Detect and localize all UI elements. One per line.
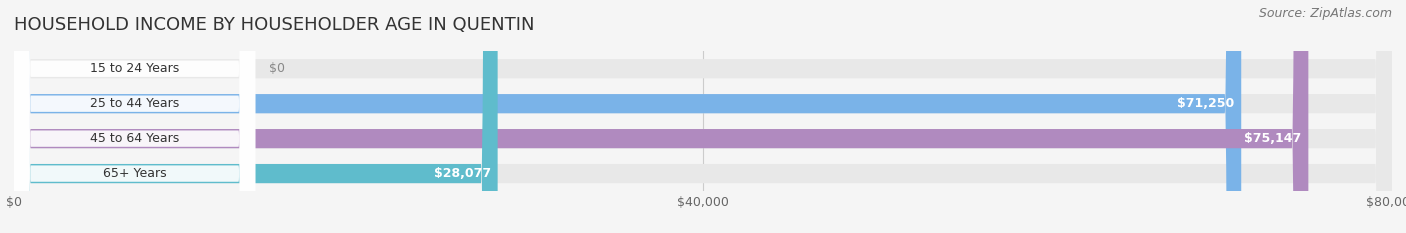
- FancyBboxPatch shape: [14, 0, 498, 233]
- FancyBboxPatch shape: [14, 0, 256, 233]
- Text: 15 to 24 Years: 15 to 24 Years: [90, 62, 179, 75]
- FancyBboxPatch shape: [14, 0, 256, 233]
- FancyBboxPatch shape: [14, 0, 1392, 233]
- Text: $71,250: $71,250: [1177, 97, 1234, 110]
- FancyBboxPatch shape: [14, 0, 256, 233]
- FancyBboxPatch shape: [14, 0, 1309, 233]
- Text: HOUSEHOLD INCOME BY HOUSEHOLDER AGE IN QUENTIN: HOUSEHOLD INCOME BY HOUSEHOLDER AGE IN Q…: [14, 16, 534, 34]
- Text: $0: $0: [269, 62, 285, 75]
- Text: Source: ZipAtlas.com: Source: ZipAtlas.com: [1258, 7, 1392, 20]
- Text: 25 to 44 Years: 25 to 44 Years: [90, 97, 179, 110]
- FancyBboxPatch shape: [14, 0, 1392, 233]
- Text: $28,077: $28,077: [433, 167, 491, 180]
- FancyBboxPatch shape: [14, 0, 1241, 233]
- Text: $75,147: $75,147: [1244, 132, 1302, 145]
- Text: 45 to 64 Years: 45 to 64 Years: [90, 132, 179, 145]
- FancyBboxPatch shape: [14, 0, 1392, 233]
- FancyBboxPatch shape: [14, 0, 1392, 233]
- FancyBboxPatch shape: [14, 0, 256, 233]
- Text: 65+ Years: 65+ Years: [103, 167, 166, 180]
